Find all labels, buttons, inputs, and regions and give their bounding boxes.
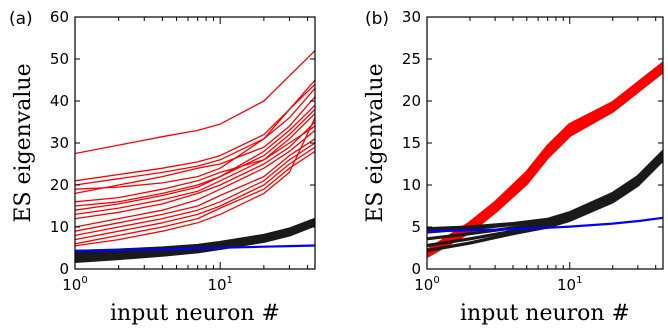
series-line-0-8 bbox=[75, 129, 315, 228]
series-line-1-3 bbox=[427, 158, 663, 253]
series-line-2-0 bbox=[75, 244, 315, 252]
series-line-1-1 bbox=[427, 154, 663, 241]
series-line-2-0 bbox=[427, 216, 663, 233]
y-tick-label: 30 bbox=[402, 8, 421, 26]
y-tick-label: 0 bbox=[59, 260, 69, 278]
series-line-0-14 bbox=[75, 96, 315, 195]
x-tick-base: 10 bbox=[62, 276, 81, 294]
y-tick-label: 0 bbox=[411, 260, 421, 278]
y-tick-label: 10 bbox=[50, 218, 69, 236]
y-tick-label: 5 bbox=[411, 218, 421, 236]
series-group bbox=[75, 49, 315, 263]
series-line-0-2 bbox=[75, 87, 315, 190]
y-tick-label: 20 bbox=[402, 92, 421, 110]
series-line-0-13 bbox=[75, 117, 315, 247]
x-tick-exponent: 1 bbox=[227, 275, 233, 286]
series-line-0-7 bbox=[75, 121, 315, 220]
x-axis-label: input neuron # bbox=[460, 301, 630, 326]
x-tick-exponent: 0 bbox=[433, 275, 439, 286]
series-line-0-6 bbox=[75, 125, 315, 203]
series-line-0-10 bbox=[75, 142, 315, 237]
x-tick-base: 10 bbox=[414, 276, 433, 294]
y-axis-label: ES eigenvalue bbox=[363, 63, 388, 222]
y-axis-label: ES eigenvalue bbox=[11, 63, 36, 222]
y-tick-label: 10 bbox=[402, 176, 421, 194]
series-line-1-4 bbox=[427, 149, 663, 231]
x-tick-base: 10 bbox=[557, 276, 576, 294]
x-tick-exponent: 0 bbox=[81, 275, 87, 286]
y-tick-label: 60 bbox=[50, 8, 69, 26]
y-tick-label: 40 bbox=[50, 92, 69, 110]
x-tick-label: 100 bbox=[414, 275, 439, 294]
series-line-0-5 bbox=[75, 112, 315, 216]
series-line-1-5 bbox=[75, 223, 315, 263]
x-tick-exponent: 1 bbox=[576, 275, 582, 286]
series-line-0-15 bbox=[75, 83, 315, 182]
panel-label: (b) bbox=[365, 9, 389, 29]
series-line-0-9 bbox=[75, 138, 315, 232]
x-tick-base: 10 bbox=[207, 276, 226, 294]
x-tick-label: 100 bbox=[62, 275, 87, 294]
series-group bbox=[427, 61, 663, 258]
y-tick-label: 30 bbox=[50, 134, 69, 152]
y-tick-label: 15 bbox=[402, 134, 421, 152]
x-tick-label: 101 bbox=[207, 275, 232, 294]
x-axis-label: input neuron # bbox=[110, 301, 280, 326]
y-tick-label: 25 bbox=[402, 50, 421, 68]
series-line-0-0 bbox=[75, 49, 315, 155]
x-tick-label: 101 bbox=[557, 275, 582, 294]
series-line-0-12 bbox=[75, 150, 315, 245]
series-line-0-11 bbox=[75, 146, 315, 241]
y-tick-label: 50 bbox=[50, 50, 69, 68]
panel-label: (a) bbox=[9, 9, 33, 29]
y-tick-label: 20 bbox=[50, 176, 69, 194]
series-line-0-3 bbox=[75, 104, 315, 207]
series-line-0-4 bbox=[75, 108, 315, 211]
series-line-0-3 bbox=[427, 61, 663, 253]
